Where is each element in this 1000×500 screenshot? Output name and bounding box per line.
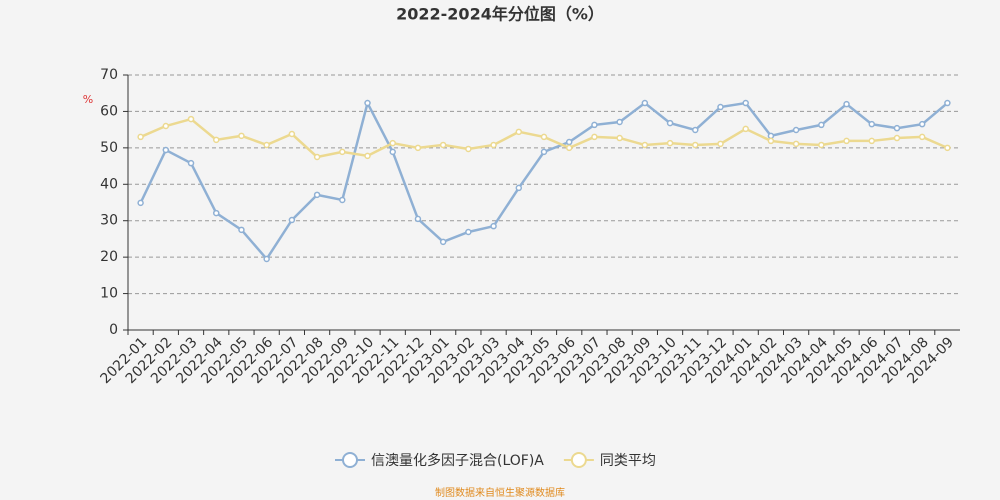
y-tick-label: 20	[100, 249, 118, 265]
data-point	[414, 215, 422, 223]
data-point	[313, 191, 321, 199]
data-point	[238, 226, 245, 234]
y-tick-label: 40	[100, 176, 118, 192]
data-point	[692, 141, 699, 149]
chart-title: 2022-2024年分位图（%）	[396, 5, 604, 24]
y-unit: %	[83, 93, 93, 106]
data-point	[742, 99, 749, 107]
data-point	[591, 133, 598, 141]
data-point	[767, 132, 775, 140]
data-point	[616, 118, 623, 126]
legend-label: 同类平均	[600, 453, 656, 469]
data-point	[162, 146, 170, 154]
legend-label: 信澳量化多因子混合(LOF)A	[371, 452, 544, 469]
data-point	[288, 130, 296, 138]
data-point	[540, 148, 548, 156]
legend-marker	[342, 452, 358, 468]
data-point	[918, 120, 926, 128]
data-point	[465, 228, 472, 236]
source-note: 制图数据来自恒生聚源数据库	[435, 486, 565, 499]
data-point	[187, 159, 195, 167]
data-point	[818, 121, 825, 129]
data-point	[868, 137, 876, 145]
data-point	[792, 126, 800, 134]
data-point	[742, 125, 749, 133]
data-point	[717, 103, 724, 111]
data-point	[818, 141, 825, 149]
data-point	[868, 120, 876, 128]
data-point	[490, 222, 497, 230]
data-point	[641, 99, 649, 107]
data-point	[439, 238, 447, 246]
data-point	[288, 216, 296, 224]
y-tick-label: 50	[100, 140, 118, 156]
data-point	[843, 137, 850, 145]
data-point	[162, 122, 170, 130]
data-point	[616, 134, 623, 142]
data-point	[792, 140, 800, 148]
data-point	[465, 145, 472, 153]
data-point	[389, 148, 396, 156]
data-point	[641, 141, 649, 149]
data-point	[339, 148, 346, 156]
data-point	[238, 132, 245, 140]
data-point	[490, 141, 497, 149]
data-point	[364, 152, 371, 160]
data-point	[137, 133, 144, 141]
data-point	[313, 153, 321, 161]
data-point	[666, 119, 674, 127]
legend-marker	[570, 452, 587, 468]
data-point	[263, 255, 270, 263]
legend-item: 信澳量化多因子混合(LOF)A	[335, 452, 544, 469]
data-point	[439, 141, 447, 149]
data-point	[666, 139, 674, 147]
data-point	[515, 184, 523, 192]
data-point	[137, 199, 144, 207]
data-point	[843, 100, 850, 108]
data-point	[591, 121, 598, 129]
data-point	[565, 144, 573, 152]
legend-item: 同类平均	[563, 452, 656, 469]
data-point	[515, 128, 523, 136]
data-point	[364, 99, 371, 107]
y-tick-label: 10	[100, 286, 118, 302]
y-tick-label: 0	[109, 322, 118, 338]
data-point	[187, 115, 195, 123]
data-point	[263, 141, 270, 149]
data-point	[212, 136, 220, 144]
data-point	[944, 144, 951, 152]
data-point	[339, 196, 346, 204]
y-tick-label: 60	[100, 103, 118, 119]
y-tick-label: 30	[100, 213, 118, 229]
data-point	[212, 209, 220, 217]
data-point	[767, 137, 775, 145]
data-point	[692, 126, 699, 134]
data-point	[414, 144, 422, 152]
data-point	[893, 134, 901, 142]
data-point	[717, 140, 724, 148]
data-point	[918, 133, 926, 141]
y-tick-label: 70	[100, 67, 118, 83]
data-point	[540, 133, 548, 141]
data-point	[565, 138, 573, 146]
data-point	[893, 124, 901, 132]
data-point	[944, 99, 951, 107]
data-point	[389, 139, 396, 147]
series-line	[139, 99, 949, 262]
